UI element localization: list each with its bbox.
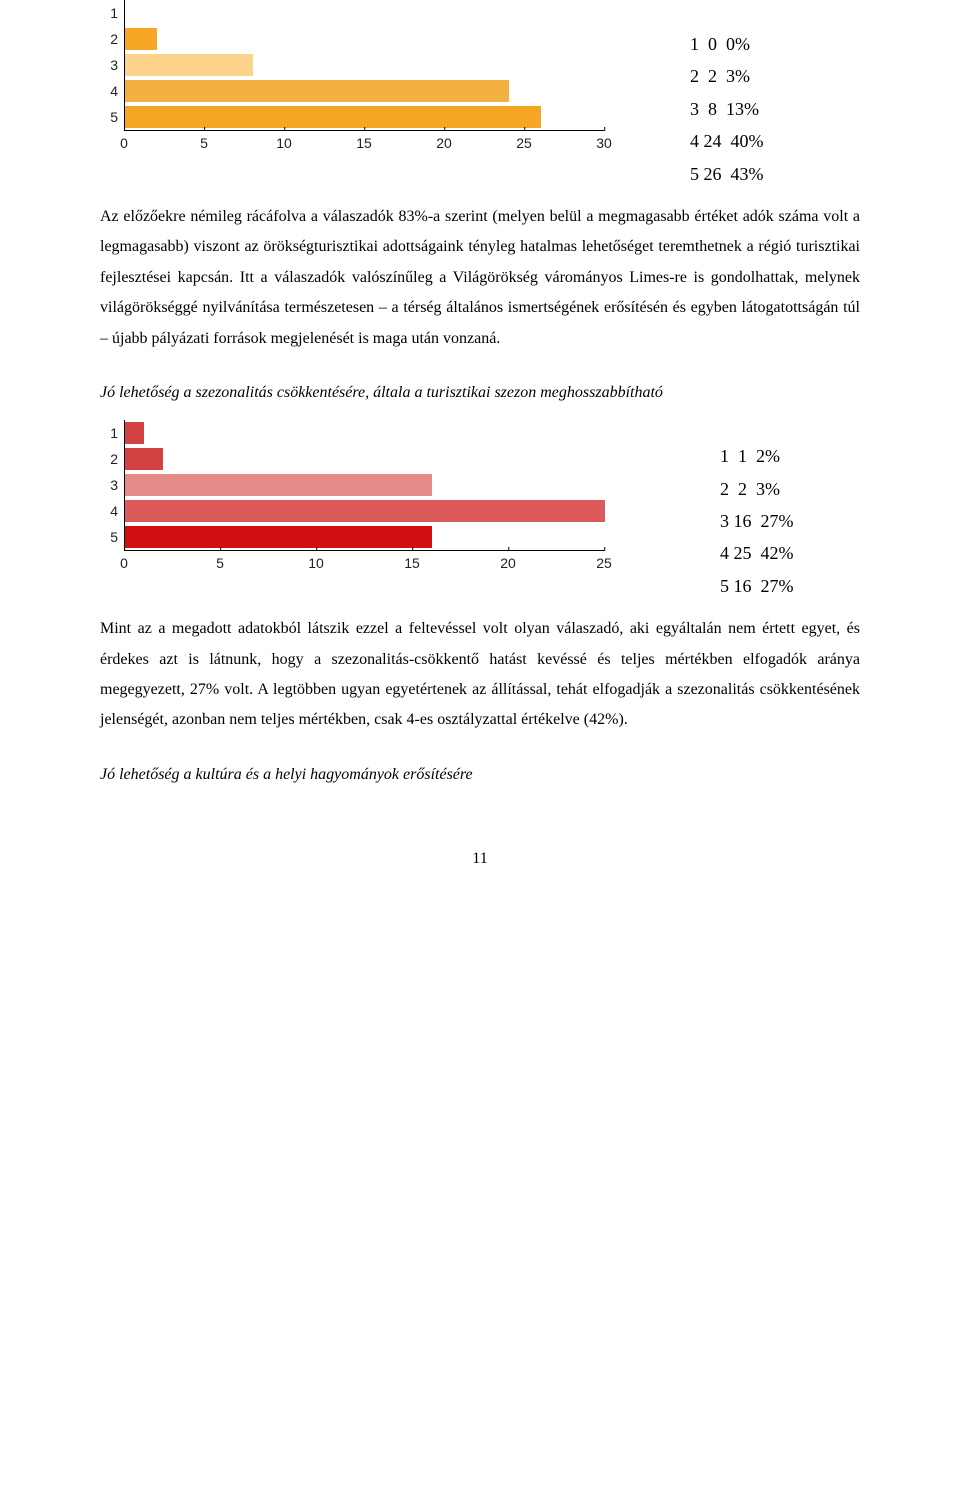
x-axis-tick: 30 <box>596 131 612 151</box>
legend-row: 2 2 3% <box>690 60 764 92</box>
bar-row: 4 <box>100 498 620 524</box>
chart1: 1 2 3 4 5 0 5 10 15 20 25 30 <box>100 0 620 155</box>
y-axis-label: 2 <box>100 31 124 47</box>
paragraph-1: Az előzőekre némileg rácáfolva a válasza… <box>100 202 860 354</box>
chart1-section: 1 2 3 4 5 0 5 10 15 20 25 30 1 0 0%2 2 3%3 8 13%4 … <box>100 0 860 190</box>
x-axis-tick: 15 <box>404 551 420 571</box>
bar <box>125 526 432 548</box>
bar-row: 5 <box>100 524 620 550</box>
x-axis-tick: 15 <box>356 131 372 151</box>
y-axis-label: 5 <box>100 109 124 125</box>
heading-culture: Jó lehetőség a kultúra és a helyi hagyom… <box>100 760 860 790</box>
bar <box>125 54 253 76</box>
chart2-legend: 1 1 2%2 2 3%3 16 27%4 25 42%5 16 27% <box>720 440 794 602</box>
x-axis-tick: 20 <box>500 551 516 571</box>
bar <box>125 474 432 496</box>
legend-row: 1 0 0% <box>690 28 764 60</box>
chart2: 1 2 3 4 5 0 5 10 15 20 25 <box>100 420 620 575</box>
x-axis-tick: 0 <box>120 551 128 571</box>
bar <box>125 28 157 50</box>
page-number: 11 <box>100 850 860 868</box>
bar-row: 1 <box>100 420 620 446</box>
x-axis-tick: 5 <box>216 551 224 571</box>
bar-row: 3 <box>100 52 620 78</box>
bar-row: 2 <box>100 26 620 52</box>
bar <box>125 448 163 470</box>
legend-row: 4 24 40% <box>690 125 764 157</box>
paragraph-2: Mint az a megadott adatokból látszik ezz… <box>100 614 860 736</box>
x-axis-tick: 25 <box>596 551 612 571</box>
legend-row: 4 25 42% <box>720 537 794 569</box>
y-axis-label: 1 <box>100 5 124 21</box>
y-axis-label: 5 <box>100 529 124 545</box>
y-axis-label: 1 <box>100 425 124 441</box>
y-axis-label: 4 <box>100 503 124 519</box>
bar-row: 4 <box>100 78 620 104</box>
bar <box>125 500 605 522</box>
chart2-section: 1 2 3 4 5 0 5 10 15 20 25 1 1 2%2 2 3%3 16 27%4 2… <box>100 420 860 602</box>
x-axis-tick: 5 <box>200 131 208 151</box>
x-axis-tick: 0 <box>120 131 128 151</box>
y-axis-label: 3 <box>100 57 124 73</box>
legend-row: 5 16 27% <box>720 570 794 602</box>
legend-row: 3 16 27% <box>720 505 794 537</box>
bar-row: 2 <box>100 446 620 472</box>
x-axis-tick: 10 <box>276 131 292 151</box>
bar <box>125 106 541 128</box>
bar <box>125 80 509 102</box>
bar-row: 1 <box>100 0 620 26</box>
x-axis-tick: 25 <box>516 131 532 151</box>
y-axis-label: 4 <box>100 83 124 99</box>
y-axis-label: 3 <box>100 477 124 493</box>
heading-seasonality: Jó lehetőség a szezonalitás csökkentésér… <box>100 378 860 408</box>
legend-row: 1 1 2% <box>720 440 794 472</box>
legend-row: 2 2 3% <box>720 473 794 505</box>
legend-row: 5 26 43% <box>690 158 764 190</box>
y-axis-label: 2 <box>100 451 124 467</box>
bar-row: 3 <box>100 472 620 498</box>
bar <box>125 422 144 444</box>
x-axis-tick: 20 <box>436 131 452 151</box>
x-axis-tick: 10 <box>308 551 324 571</box>
legend-row: 3 8 13% <box>690 93 764 125</box>
chart1-legend: 1 0 0%2 2 3%3 8 13%4 24 40%5 26 43% <box>690 28 764 190</box>
bar-row: 5 <box>100 104 620 130</box>
